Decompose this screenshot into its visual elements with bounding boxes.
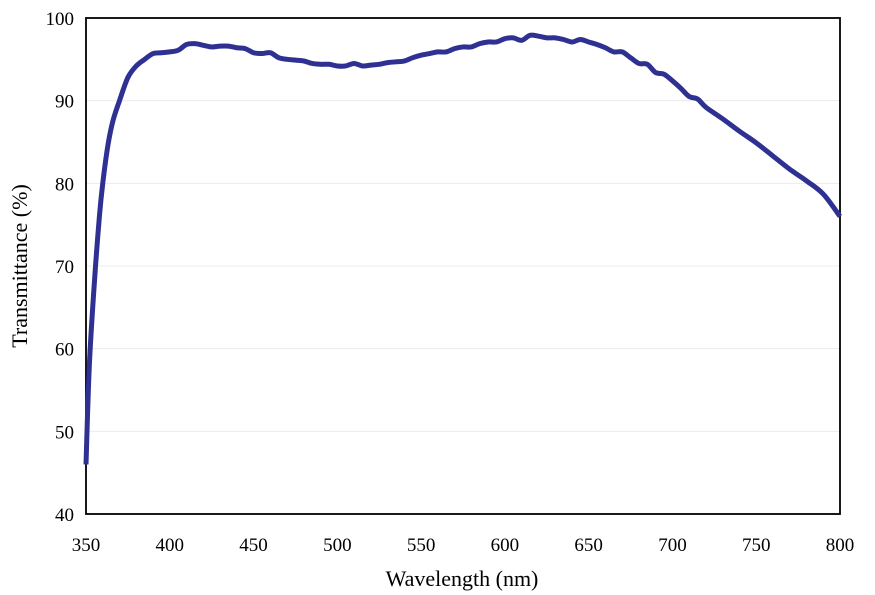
x-tick-label-400: 400 (156, 535, 185, 556)
y-tick-labels: 40 50 60 70 80 90 100 (46, 9, 75, 526)
x-tick-label-650: 650 (574, 535, 603, 556)
y-tick-label-80: 80 (55, 174, 74, 195)
x-tick-label-550: 550 (407, 535, 436, 556)
x-tick-labels: 350 400 450 500 550 600 650 700 750 800 (72, 535, 855, 556)
x-tick-label-500: 500 (323, 535, 352, 556)
y-tick-label-40: 40 (55, 505, 74, 526)
x-tick-label-450: 450 (239, 535, 268, 556)
x-tick-label-350: 350 (72, 535, 101, 556)
y-tick-label-70: 70 (55, 257, 74, 278)
y-axis-title: Transmittance (%) (7, 184, 32, 348)
y-tick-label-60: 60 (55, 340, 74, 361)
grid-lines (86, 100, 840, 432)
x-tick-label-750: 750 (742, 535, 771, 556)
y-tick-label-90: 90 (55, 92, 74, 113)
y-tick-label-50: 50 (55, 422, 74, 443)
x-tick-label-600: 600 (491, 535, 520, 556)
x-axis-title: Wavelength (nm) (386, 566, 539, 591)
plot-area-frame (85, 17, 841, 515)
y-tick-label-100: 100 (46, 9, 75, 30)
x-tick-label-800: 800 (826, 535, 855, 556)
x-tick-label-700: 700 (658, 535, 687, 556)
series-group (83, 32, 843, 465)
series-line-0 (83, 32, 843, 465)
